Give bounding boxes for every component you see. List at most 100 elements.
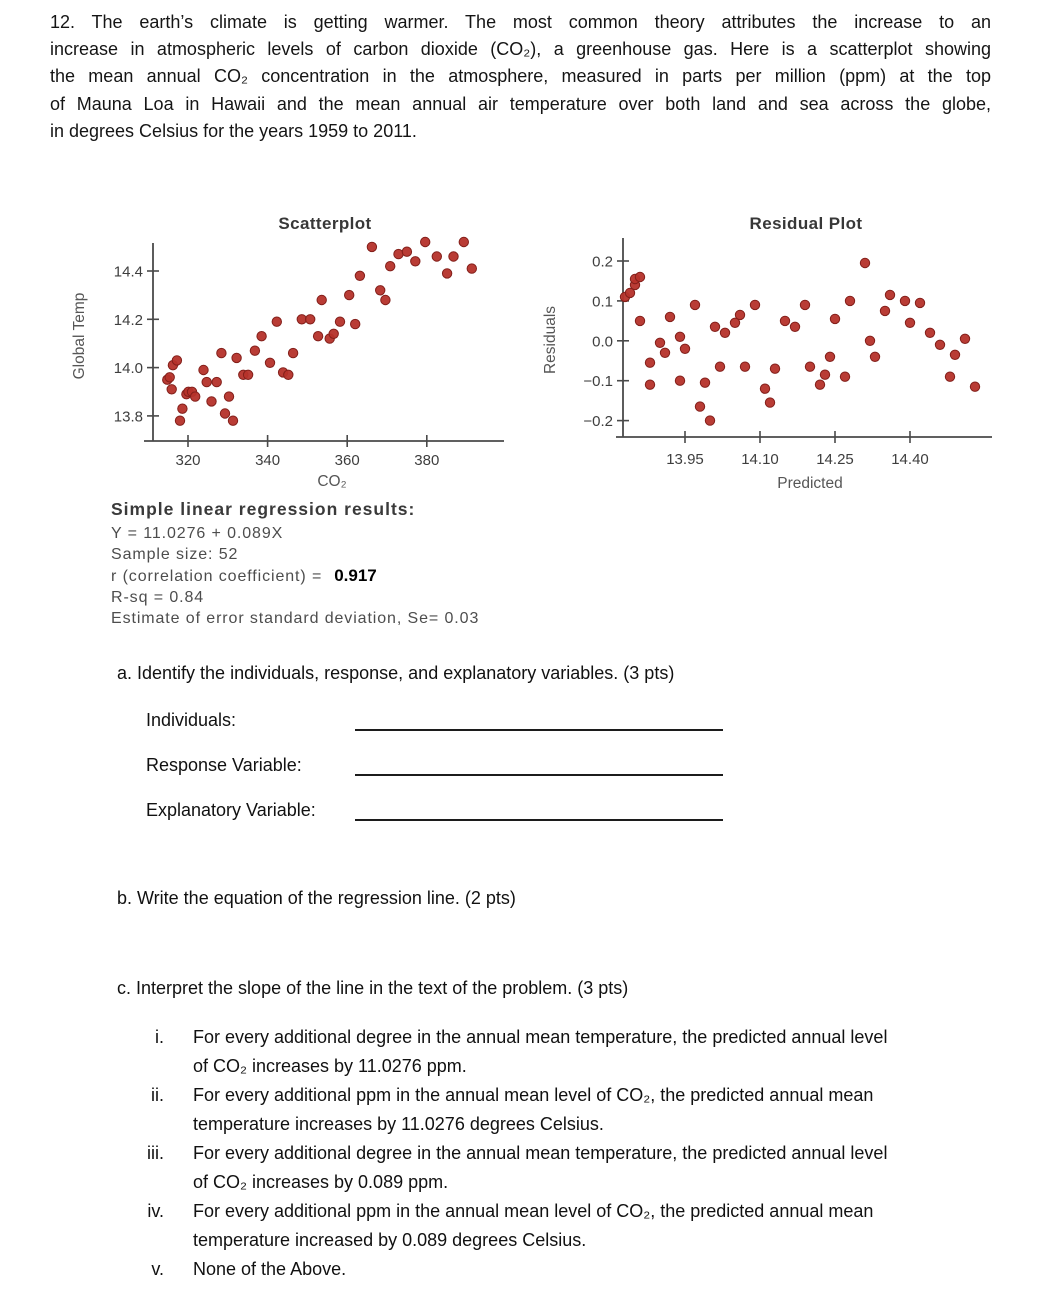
- option-line: of CO₂ increases by 11.0276 ppm.: [193, 1056, 467, 1076]
- answer-blank[interactable]: [355, 793, 723, 821]
- question-b-prompt: b. Write the equation of the regression …: [117, 888, 516, 908]
- data-point: [380, 294, 391, 306]
- y-axis-label: Global Temp: [71, 293, 88, 380]
- chart-title: Scatterplot: [278, 214, 371, 233]
- data-point: [385, 261, 396, 272]
- data-point: [949, 349, 961, 361]
- data-point: [699, 377, 711, 388]
- data-point: [375, 285, 386, 296]
- regression-results: Simple linear regression results: Y = 11…: [111, 499, 479, 629]
- data-point: [969, 381, 981, 392]
- data-point: [624, 287, 636, 299]
- data-point: [924, 327, 936, 339]
- data-point: [166, 384, 177, 395]
- x-tick-label: 14.25: [816, 451, 854, 468]
- data-point: [804, 361, 816, 372]
- option-text: For every additional degree in the annua…: [193, 1023, 1003, 1081]
- data-point: [287, 347, 299, 359]
- option-line: of CO₂ increases by 0.089 ppm.: [193, 1172, 449, 1192]
- data-point: [704, 415, 716, 426]
- option-item: i. For every additional degree in the ann…: [134, 1023, 1003, 1081]
- data-point: [654, 337, 666, 349]
- answer-field-label: Response Variable:: [146, 755, 302, 775]
- regression-r-squared: R-sq = 0.84: [111, 589, 205, 606]
- option-item: ii. For every additional ppm in the annua…: [134, 1081, 1003, 1139]
- data-point: [779, 315, 791, 327]
- answer-field-label: Individuals:: [146, 710, 237, 730]
- problem-line: in degrees Celsius for the years 1959 to…: [50, 120, 417, 141]
- problem-line: the mean annual CO₂ concentration in the…: [50, 66, 991, 87]
- data-point: [305, 314, 316, 325]
- y-tick-label: 0.2: [592, 254, 613, 271]
- option-line: temperature increased by 0.089 degrees C…: [193, 1230, 587, 1250]
- data-point: [759, 383, 771, 394]
- data-point: [709, 321, 721, 333]
- answer-blank[interactable]: [355, 703, 723, 731]
- data-point: [231, 352, 242, 364]
- data-point: [420, 236, 431, 248]
- x-tick-label: 380: [414, 452, 439, 469]
- option-line: For every additional degree in the annua…: [193, 1027, 888, 1047]
- problem-line: of Mauna Loa in Hawaii and the mean annu…: [50, 93, 991, 114]
- r-label: r (correlation coefficient) =: [111, 568, 323, 585]
- data-point: [644, 357, 656, 368]
- option-text: For every additional degree in the annua…: [193, 1139, 1003, 1197]
- chart-title: Residual Plot: [750, 214, 863, 233]
- data-point: [869, 351, 881, 363]
- data-point: [829, 313, 841, 325]
- data-point: [216, 347, 227, 359]
- x-tick-label: 14.40: [891, 451, 929, 468]
- data-point: [674, 375, 686, 386]
- data-point: [312, 331, 324, 342]
- y-tick-label: 13.8: [114, 408, 143, 425]
- data-point: [799, 299, 811, 311]
- answer-field-label: Explanatory Variable:: [146, 800, 316, 820]
- data-point: [316, 294, 327, 306]
- option-line: For every additional ppm in the annual m…: [193, 1085, 874, 1105]
- data-point: [729, 317, 741, 329]
- data-point: [198, 364, 209, 376]
- data-point: [431, 251, 442, 262]
- data-point: [899, 295, 911, 307]
- answer-field-row: Individuals:: [146, 701, 723, 731]
- option-line: temperature increases by 11.0276 degrees…: [193, 1114, 604, 1134]
- data-point: [659, 347, 671, 359]
- data-point: [944, 371, 956, 382]
- data-point: [174, 415, 186, 426]
- data-point: [789, 321, 801, 333]
- data-point: [884, 289, 896, 301]
- data-point: [764, 397, 776, 408]
- x-axis-label: CO₂: [317, 473, 346, 490]
- data-point: [859, 257, 871, 269]
- y-tick-label: 14.2: [114, 312, 143, 329]
- data-point: [839, 371, 851, 382]
- regression-se: Estimate of error standard deviation, Se…: [111, 610, 480, 627]
- problem-statement: 12. The earth’s climate is getting warme…: [50, 9, 991, 145]
- option-text: For every additional ppm in the annual m…: [193, 1081, 1003, 1139]
- data-point: [689, 299, 701, 311]
- data-point: [769, 363, 781, 374]
- data-point: [206, 396, 217, 407]
- question-c-prompt: c. Interpret the slope of the line in th…: [117, 978, 629, 998]
- answer-field-row: Response Variable:: [146, 746, 723, 776]
- option-text: None of the Above.: [193, 1255, 1003, 1284]
- data-point: [271, 316, 283, 327]
- data-point: [410, 256, 421, 267]
- data-point: [819, 369, 831, 380]
- data-point: [719, 327, 731, 339]
- data-point: [714, 361, 726, 372]
- data-point: [914, 297, 926, 309]
- option-item: iv. For every additional ppm in the annua…: [134, 1197, 1003, 1255]
- regression-title: Simple linear regression results:: [111, 499, 416, 519]
- regression-r-line: r (correlation coefficient) = 0.917: [111, 565, 479, 587]
- answer-blank[interactable]: [355, 748, 723, 776]
- data-point: [249, 345, 261, 356]
- data-point: [334, 316, 346, 327]
- data-point: [904, 317, 916, 329]
- data-point: [164, 372, 175, 383]
- data-point: [366, 241, 378, 253]
- data-point: [264, 357, 276, 369]
- x-tick-label: 340: [255, 452, 280, 469]
- y-tick-label: 14.4: [114, 264, 143, 281]
